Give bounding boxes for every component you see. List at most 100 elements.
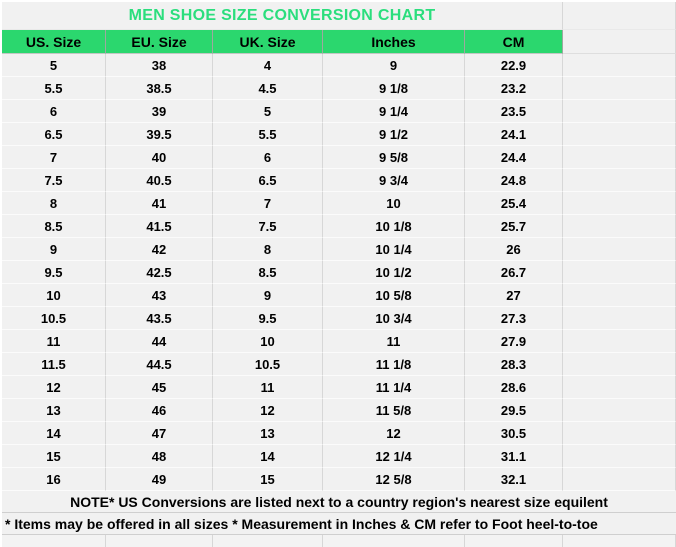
size-row: 6 39 5 9 1/4 23.5: [2, 100, 676, 123]
cell-eu-size: 40.5: [106, 169, 213, 192]
size-row: 15 48 14 12 1/4 31.1: [2, 445, 676, 468]
cell-uk-size: 13: [213, 422, 323, 445]
empty-cell: [563, 192, 676, 215]
cell-inches: 10 1/8: [323, 215, 465, 238]
cell-uk-size: 9: [213, 284, 323, 307]
cell-eu-size: 39: [106, 100, 213, 123]
size-row: 7 40 6 9 5/8 24.4: [2, 146, 676, 169]
cell-uk-size: 14: [213, 445, 323, 468]
cell-cm: 24.1: [465, 123, 563, 146]
size-rows: 5 38 4 9 22.9 5.5 38.5 4.5 9 1/8 23.2 6 39 5 9 1/4 23.…: [2, 54, 676, 491]
empty-cell: [563, 100, 676, 123]
size-row: 5.5 38.5 4.5 9 1/8 23.2: [2, 77, 676, 100]
cell-cm: 23.5: [465, 100, 563, 123]
size-row: 10 43 9 10 5/8 27: [2, 284, 676, 307]
cell-inches: 11: [323, 330, 465, 353]
cell-cm: 28.6: [465, 376, 563, 399]
cell-uk-size: 10.5: [213, 353, 323, 376]
cell-cm: 28.3: [465, 353, 563, 376]
cell-uk-size: 11: [213, 376, 323, 399]
cell-us-size: 11.5: [2, 353, 106, 376]
size-row: 6.5 39.5 5.5 9 1/2 24.1: [2, 123, 676, 146]
cell-cm: 24.8: [465, 169, 563, 192]
cell-uk-size: 7.5: [213, 215, 323, 238]
cell-inches: 12 5/8: [323, 468, 465, 491]
note-text-measurement: * Items may be offered in all sizes * Me…: [2, 513, 676, 535]
size-row: 8.5 41.5 7.5 10 1/8 25.7: [2, 215, 676, 238]
size-row: 11.5 44.5 10.5 11 1/8 28.3: [2, 353, 676, 376]
cell-uk-size: 10: [213, 330, 323, 353]
cell-inches: 12: [323, 422, 465, 445]
cell-us-size: 10: [2, 284, 106, 307]
cell-us-size: 5.5: [2, 77, 106, 100]
cell-inches: 12 1/4: [323, 445, 465, 468]
size-row: 14 47 13 12 30.5: [2, 422, 676, 445]
empty-cell: [563, 238, 676, 261]
empty-cell: [563, 2, 676, 30]
cell-eu-size: 45: [106, 376, 213, 399]
cell-us-size: 9.5: [2, 261, 106, 284]
note-text-conversions: NOTE* US Conversions are listed next to …: [2, 491, 676, 513]
cell-us-size: 7.5: [2, 169, 106, 192]
size-row: 10.5 43.5 9.5 10 3/4 27.3: [2, 307, 676, 330]
cell-eu-size: 43.5: [106, 307, 213, 330]
cell-cm: 24.4: [465, 146, 563, 169]
cell-inches: 9 3/4: [323, 169, 465, 192]
cell-inches: 9: [323, 54, 465, 77]
cell-eu-size: 44: [106, 330, 213, 353]
column-header-eu-size: EU. Size: [106, 30, 213, 54]
empty-cell: [563, 77, 676, 100]
empty-cell: [563, 468, 676, 491]
note-row-2: * Items may be offered in all sizes * Me…: [2, 513, 676, 535]
cell-uk-size: 8: [213, 238, 323, 261]
column-header-cm: CM: [465, 30, 563, 54]
cell-eu-size: 38: [106, 54, 213, 77]
cell-us-size: 14: [2, 422, 106, 445]
chart-title: MEN SHOE SIZE CONVERSION CHART: [2, 2, 563, 30]
cell-eu-size: 44.5: [106, 353, 213, 376]
empty-cell: [323, 535, 465, 547]
cell-us-size: 12: [2, 376, 106, 399]
empty-cell: [563, 399, 676, 422]
empty-cell: [563, 30, 676, 54]
cell-inches: 10: [323, 192, 465, 215]
cell-inches: 9 1/2: [323, 123, 465, 146]
empty-cell: [2, 535, 106, 547]
cell-us-size: 10.5: [2, 307, 106, 330]
cell-cm: 29.5: [465, 399, 563, 422]
title-row: MEN SHOE SIZE CONVERSION CHART: [2, 2, 676, 30]
cell-us-size: 16: [2, 468, 106, 491]
cell-us-size: 7: [2, 146, 106, 169]
empty-cell: [106, 535, 213, 547]
cell-us-size: 5: [2, 54, 106, 77]
cell-inches: 11 5/8: [323, 399, 465, 422]
cell-cm: 27: [465, 284, 563, 307]
cell-uk-size: 6.5: [213, 169, 323, 192]
cell-us-size: 6: [2, 100, 106, 123]
empty-cell: [465, 535, 563, 547]
cell-eu-size: 48: [106, 445, 213, 468]
cell-cm: 31.1: [465, 445, 563, 468]
cell-eu-size: 46: [106, 399, 213, 422]
cell-cm: 25.4: [465, 192, 563, 215]
cell-us-size: 11: [2, 330, 106, 353]
cell-cm: 26: [465, 238, 563, 261]
cell-uk-size: 7: [213, 192, 323, 215]
cell-us-size: 8.5: [2, 215, 106, 238]
cell-eu-size: 41: [106, 192, 213, 215]
empty-cell: [213, 535, 323, 547]
cell-cm: 22.9: [465, 54, 563, 77]
empty-cell: [563, 215, 676, 238]
empty-cell: [563, 54, 676, 77]
empty-cell: [563, 353, 676, 376]
cell-uk-size: 15: [213, 468, 323, 491]
cell-eu-size: 43: [106, 284, 213, 307]
cell-cm: 26.7: [465, 261, 563, 284]
cell-inches: 11 1/4: [323, 376, 465, 399]
size-row: 13 46 12 11 5/8 29.5: [2, 399, 676, 422]
cell-us-size: 15: [2, 445, 106, 468]
size-row: 12 45 11 11 1/4 28.6: [2, 376, 676, 399]
empty-cell: [563, 535, 676, 547]
cell-eu-size: 38.5: [106, 77, 213, 100]
